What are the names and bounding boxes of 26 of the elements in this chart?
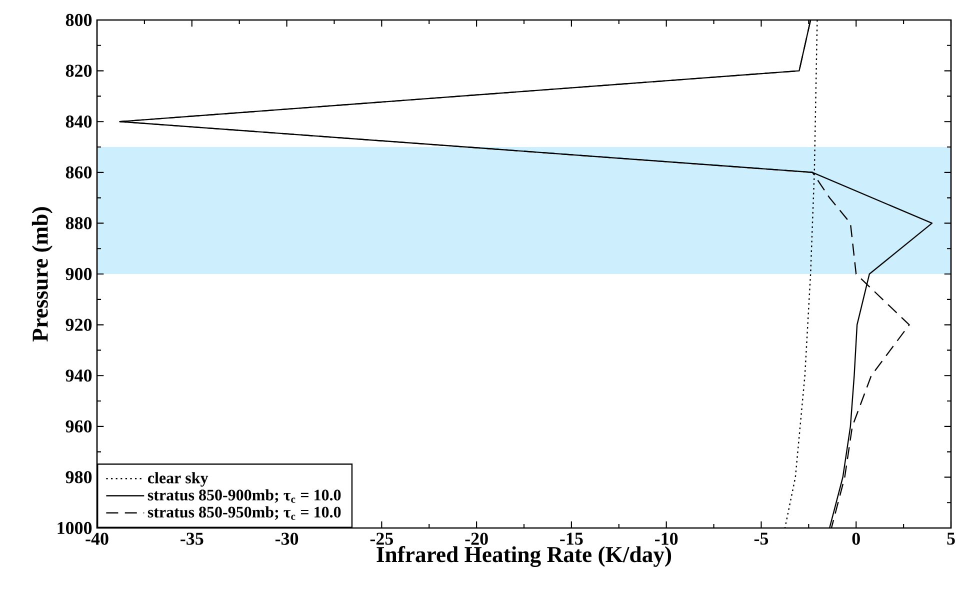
- y-axis-title: Pressure (mb): [32, 207, 52, 342]
- x-tick-label: -5: [754, 532, 768, 545]
- y-tick-label: 920: [66, 318, 92, 331]
- y-tick-label: 940: [66, 370, 92, 382]
- legend-label: stratus 850-950mb; τ$_{c}$ = 10.0: [148, 506, 341, 520]
- y-tick-label: 900: [66, 268, 92, 280]
- x-tick-label: -10: [655, 532, 678, 545]
- x-axis-title: Infrared Heating Rate (K/day): [376, 546, 672, 567]
- x-tick-label: 0: [852, 532, 860, 545]
- x-tick-label: -35: [180, 532, 204, 545]
- y-tick-label: 800: [66, 14, 92, 26]
- y-tick-label: 880: [66, 217, 92, 230]
- legend-label: stratus 850-900mb; τ$_{c}$ = 10.0: [148, 489, 341, 503]
- y-tick-label: 860: [66, 166, 92, 178]
- x-tick-label: -30: [275, 532, 298, 545]
- x-tick-label: -20: [465, 532, 488, 545]
- y-tick-label: 1000: [58, 522, 92, 534]
- x-tick-label: -25: [370, 532, 394, 545]
- y-tick-label: 960: [66, 420, 92, 432]
- y-tick-label: 820: [66, 64, 92, 77]
- x-tick-label: -40: [86, 532, 108, 545]
- legend-label: clear sky: [148, 472, 208, 487]
- x-tick-label: -15: [560, 532, 583, 545]
- y-tick-label: 980: [66, 471, 92, 484]
- y-tick-label: 840: [66, 116, 92, 128]
- x-tick-label: 5: [947, 532, 955, 545]
